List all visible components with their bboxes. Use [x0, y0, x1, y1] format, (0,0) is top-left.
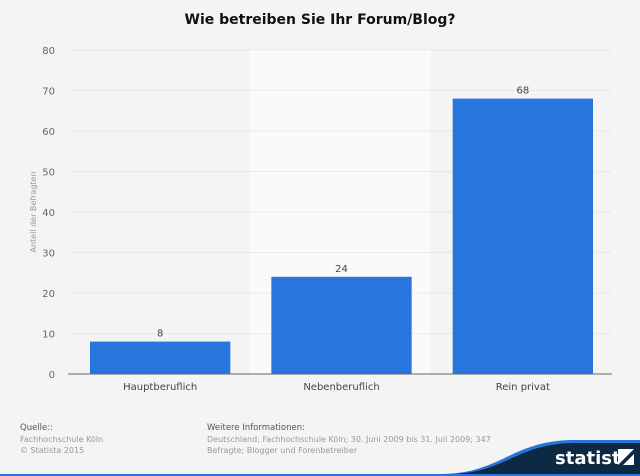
info-block: Weitere Informationen: Deutschland; Fach…	[207, 423, 491, 456]
y-tick-label: 60	[42, 127, 55, 138]
info-line-2: Befragte; Blogger und Forenbetreiber	[207, 446, 358, 455]
copyright: © Statista 2015	[20, 446, 85, 455]
info-label: Weitere Informationen:	[207, 423, 305, 433]
y-tick-label: 0	[49, 370, 55, 381]
bar[interactable]	[452, 98, 593, 374]
statista-logo[interactable]: statista	[440, 434, 640, 474]
y-axis-label: Anteil der Befragten	[29, 171, 38, 252]
bar[interactable]	[271, 276, 412, 374]
x-tick-label: Rein privat	[496, 382, 550, 393]
x-tick-label: Hauptberuflich	[123, 382, 197, 393]
y-tick-label: 80	[42, 46, 55, 57]
y-tick-label: 50	[42, 168, 55, 179]
y-tick-label: 20	[42, 289, 55, 300]
bar-chart: 0 10 20 30 40 50 60 70 80 Anteil der Befragten 8 Ha…	[29, 46, 612, 393]
bar[interactable]	[90, 341, 231, 374]
y-tick-label: 10	[42, 330, 55, 341]
y-tick-label: 70	[42, 87, 55, 98]
info-line-1: Deutschland; Fachhochschule Köln; 30. Ju…	[207, 435, 491, 444]
x-tick-label: Nebenberuflich	[303, 382, 379, 393]
data-label: 8	[157, 329, 163, 340]
y-tick-label: 30	[42, 249, 55, 260]
source-block: Quelle:: Fachhochschule Köln © Statista …	[20, 423, 103, 456]
data-label: 24	[335, 264, 348, 275]
chart-title: Wie betreiben Sie Ihr Forum/Blog?	[184, 12, 456, 28]
logo-text: statista	[555, 448, 633, 469]
source-text[interactable]: Fachhochschule Köln	[20, 435, 104, 444]
source-label: Quelle::	[20, 423, 53, 433]
data-label: 68	[516, 86, 529, 97]
bottom-line	[0, 474, 640, 476]
y-tick-label: 40	[42, 208, 55, 219]
statista-mark-icon	[618, 449, 634, 465]
